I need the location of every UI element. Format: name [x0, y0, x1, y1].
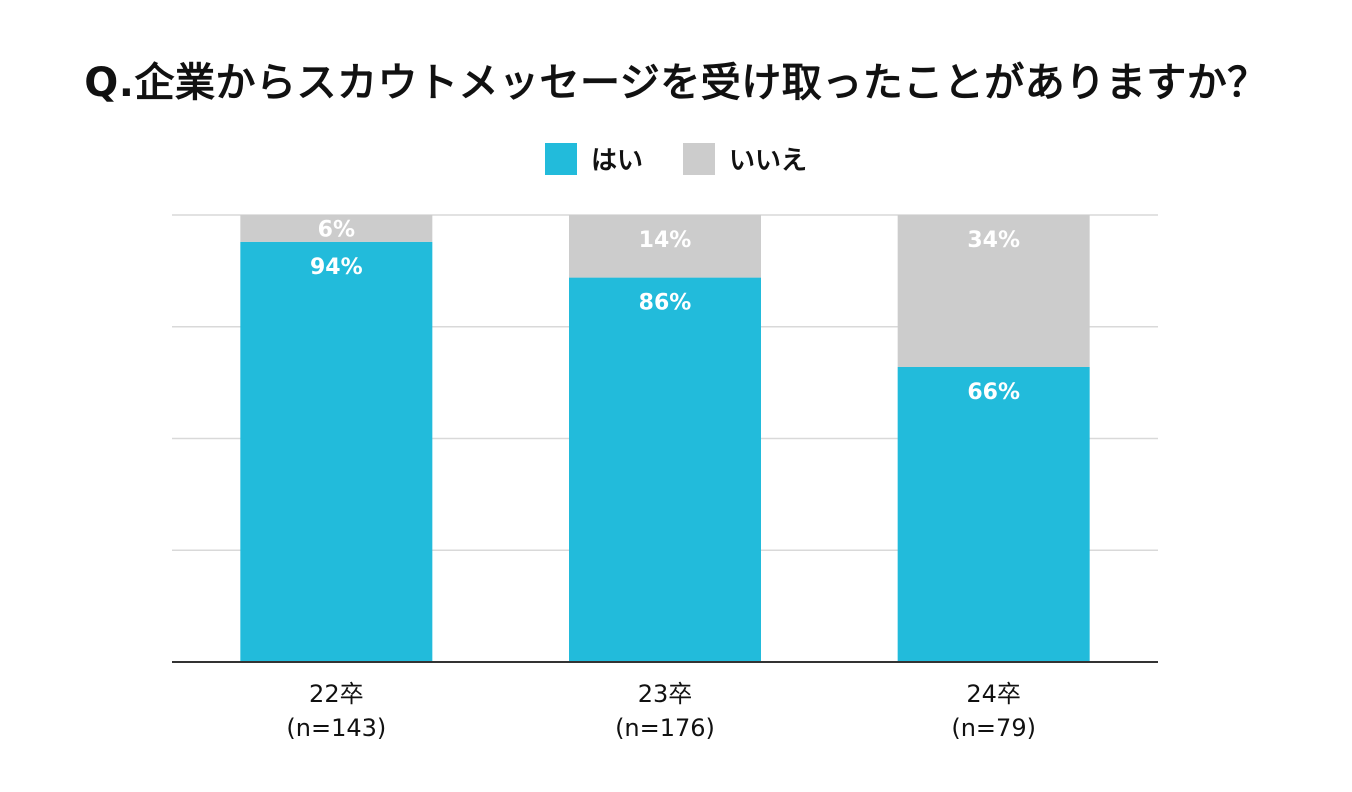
x-tick-label-2: 23卒 [638, 680, 693, 708]
chart-title: Q.企業からスカウトメッセージを受け取ったことがありますか？ [84, 60, 1268, 106]
legend-item-yes: はい [544, 140, 643, 177]
bar-yes-2 [569, 277, 761, 662]
x-axis-tick-labels: 22卒 (n=143) 23卒 (n=176) 24卒 (n=79) [286, 680, 1036, 742]
data-label-no-1: 6% [318, 217, 355, 242]
bar-no-3 [897, 215, 1090, 367]
data-label-no-3: 34% [967, 228, 1020, 253]
x-tick-sublabel-3: (n=79) [951, 714, 1036, 742]
x-tick-label-3: 24卒 [966, 680, 1021, 708]
x-tick-sublabel-1: (n=143) [286, 714, 386, 742]
bar-no-2 [569, 215, 761, 278]
bars [240, 215, 1090, 662]
data-label-yes-2: 86% [639, 291, 692, 316]
legend-label-no: いいえ [729, 146, 808, 176]
bar-yes-3 [897, 366, 1090, 662]
data-labels: 94% 6% 86% 14% 66% 34% [310, 217, 1020, 405]
data-label-yes-1: 94% [310, 255, 363, 280]
legend-swatch-yes [544, 142, 577, 175]
bar-yes-1 [240, 241, 433, 662]
x-tick-label-1: 22卒 [309, 680, 364, 708]
legend-swatch-no [683, 142, 715, 175]
legend-item-no: いいえ [683, 140, 807, 177]
legend: はい いいえ [0, 140, 1352, 177]
data-label-yes-3: 66% [967, 380, 1020, 405]
x-tick-sublabel-2: (n=176) [615, 714, 715, 742]
data-label-no-2: 14% [639, 228, 692, 253]
bar-no-1 [240, 215, 433, 242]
legend-label-yes: はい [590, 146, 643, 176]
